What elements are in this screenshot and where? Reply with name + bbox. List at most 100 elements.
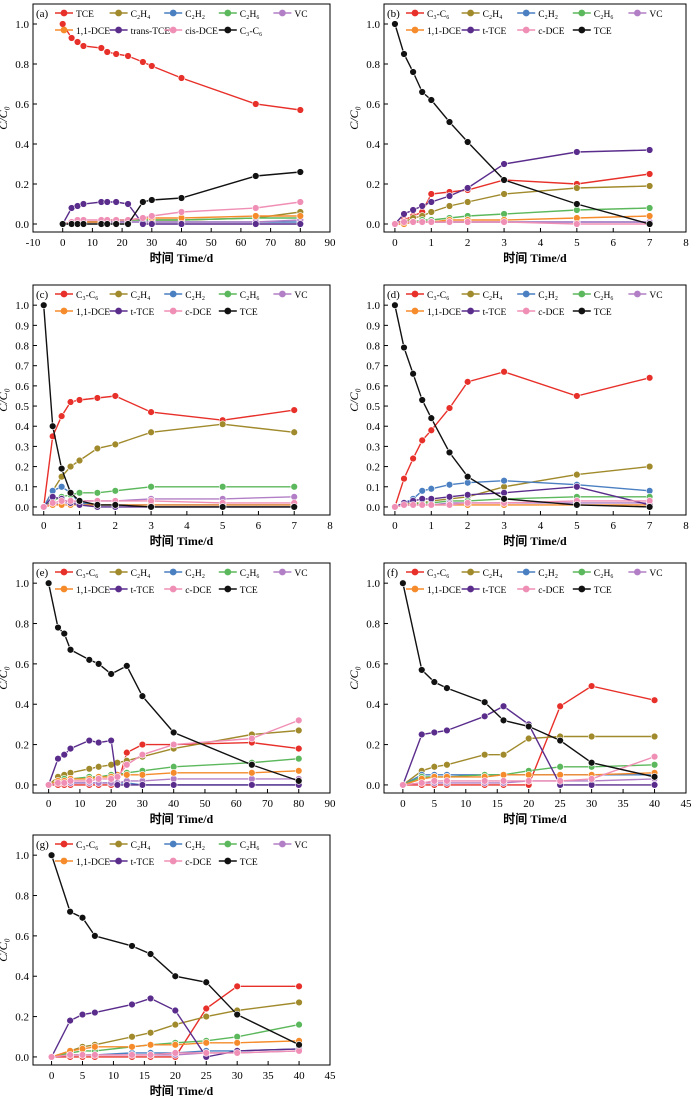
legend-marker bbox=[578, 9, 586, 17]
legend-label: C₂H₂ bbox=[538, 291, 558, 301]
x-tick-label: 0 bbox=[46, 798, 52, 810]
data-point-cDCE bbox=[171, 1049, 180, 1057]
legend-label: C₂H₄ bbox=[131, 10, 151, 20]
legend-item-tTCE: t-TCE bbox=[109, 307, 155, 318]
legend-item-C2H2: C₂H₂ bbox=[164, 840, 205, 851]
legend-item-C2H2: C₂H₂ bbox=[164, 9, 205, 20]
data-point-cDCE bbox=[252, 204, 260, 212]
legend-item-C2H4: C₂H₄ bbox=[109, 568, 150, 579]
legend-label: VC bbox=[294, 569, 307, 579]
legend-marker bbox=[169, 26, 177, 34]
legend-label: c-DCE bbox=[538, 27, 565, 37]
x-tick-label: 1 bbox=[429, 520, 435, 532]
x-axis-label: 时间 Time/d bbox=[503, 811, 567, 826]
data-point-TCE bbox=[400, 50, 408, 58]
series-line-C3C6 bbox=[394, 173, 650, 225]
x-tick-label: 30 bbox=[586, 798, 598, 810]
data-point-TCE bbox=[391, 20, 399, 28]
data-point-tTCE bbox=[169, 781, 178, 789]
legend-item-C3C6: C₃-C₆ bbox=[55, 840, 98, 851]
data-point-TCE bbox=[645, 220, 654, 228]
data-point-tTCE bbox=[171, 1006, 180, 1015]
data-point-C2H4 bbox=[107, 761, 115, 769]
data-point-TCE bbox=[399, 579, 407, 587]
legend-marker bbox=[279, 840, 286, 848]
data-point-cDCE bbox=[500, 218, 508, 226]
data-point-TCE bbox=[93, 501, 102, 509]
chart-panel-c: 0 1 2 3 4 5 6 7 8 0.0 0.1 0.2 0.3 0.4 0.5 0.6 0.7 0.8 0.9 1… bbox=[0, 284, 333, 548]
legend-marker bbox=[467, 290, 474, 298]
legend-label: C₂H₆ bbox=[594, 291, 614, 301]
data-point-TCE bbox=[75, 497, 84, 505]
data-point-C3C6 bbox=[111, 392, 120, 400]
legend-label: C₂H₄ bbox=[483, 10, 503, 20]
data-point-TCE bbox=[645, 503, 654, 511]
data-point-TCE bbox=[54, 623, 62, 632]
data-point-cDCE bbox=[480, 777, 489, 785]
data-point-DCE11 bbox=[296, 212, 304, 220]
legend-item-cDCE: c-DCE bbox=[517, 26, 565, 37]
x-tick-label: 80 bbox=[293, 798, 305, 810]
legend-marker bbox=[467, 585, 474, 593]
data-point-C3C6 bbox=[73, 38, 82, 46]
data-point-TCE bbox=[218, 503, 227, 511]
data-point-TCE bbox=[500, 176, 508, 184]
legend-item-C2H4: C₂H₄ bbox=[109, 290, 150, 301]
data-point-cDCE bbox=[107, 775, 115, 783]
legend-label: C₃-C₆ bbox=[427, 10, 449, 20]
series-layer bbox=[391, 301, 654, 511]
data-point-C2H4 bbox=[443, 761, 451, 769]
series-line-TCE bbox=[394, 23, 650, 225]
data-point-DCE11 bbox=[123, 771, 131, 779]
legend-marker bbox=[467, 9, 474, 17]
y-tick-label: 0.0 bbox=[15, 780, 29, 792]
data-point-C3C6 bbox=[93, 394, 102, 402]
data-point-C2H4 bbox=[111, 440, 120, 449]
legend-label: 1,1-DCE bbox=[76, 308, 110, 318]
data-point-C3C6 bbox=[177, 74, 186, 82]
data-point-TCE bbox=[60, 629, 68, 638]
data-point-tTCE bbox=[463, 491, 472, 499]
y-tick-label: 0.8 bbox=[366, 619, 380, 631]
data-point-tTCE bbox=[91, 1008, 99, 1017]
y-axis-label: C/C₀ bbox=[0, 388, 10, 412]
x-tick-label: 45 bbox=[325, 1070, 337, 1082]
data-point-tTCE bbox=[500, 160, 508, 168]
series-line-C3C6 bbox=[51, 985, 300, 1058]
data-point-tTCE bbox=[148, 220, 156, 228]
legend-label: t-TCE bbox=[483, 308, 507, 318]
y-tick-label: 0.8 bbox=[15, 891, 29, 903]
legend-marker bbox=[115, 307, 122, 315]
data-point-cDCE bbox=[296, 198, 304, 206]
legend-marker bbox=[169, 857, 177, 865]
legend-marker bbox=[224, 857, 232, 865]
data-point-TCE bbox=[556, 736, 564, 745]
x-tick-label: 5 bbox=[220, 520, 226, 532]
y-tick-label: 0.7 bbox=[366, 361, 380, 373]
legend-item-C2H4: C₂H₄ bbox=[109, 9, 151, 20]
y-tick-label: 0.4 bbox=[366, 139, 380, 151]
data-point-C2H4 bbox=[480, 750, 489, 759]
data-point-C3C6 bbox=[500, 368, 508, 376]
legend-marker bbox=[634, 290, 641, 298]
legend-label: C₂H₆ bbox=[594, 10, 614, 20]
data-point-cDCE bbox=[418, 218, 426, 226]
y-tick-label: 0.6 bbox=[15, 931, 29, 943]
legend-item-VC: VC bbox=[628, 9, 663, 20]
data-point-TCE bbox=[138, 692, 147, 700]
legend-label: c-DCE bbox=[185, 586, 212, 596]
data-point-cDCE bbox=[427, 218, 436, 226]
series-line-TCE bbox=[43, 305, 295, 508]
x-tick-label: 3 bbox=[501, 237, 507, 249]
legend-item-tTCE: t-TCE bbox=[461, 26, 507, 37]
data-point-TCE bbox=[409, 68, 417, 76]
legend-marker bbox=[467, 307, 474, 315]
y-tick-label: 0.2 bbox=[15, 740, 29, 752]
data-point-TCE bbox=[40, 301, 48, 309]
data-point-TCE bbox=[139, 198, 147, 206]
legend-item-DCE11: 1,1-DCE bbox=[406, 26, 461, 37]
x-tick-label: 0 bbox=[49, 1070, 55, 1082]
legend-marker bbox=[522, 585, 530, 593]
data-point-TCE bbox=[48, 422, 57, 430]
data-point-TCE bbox=[409, 370, 417, 378]
